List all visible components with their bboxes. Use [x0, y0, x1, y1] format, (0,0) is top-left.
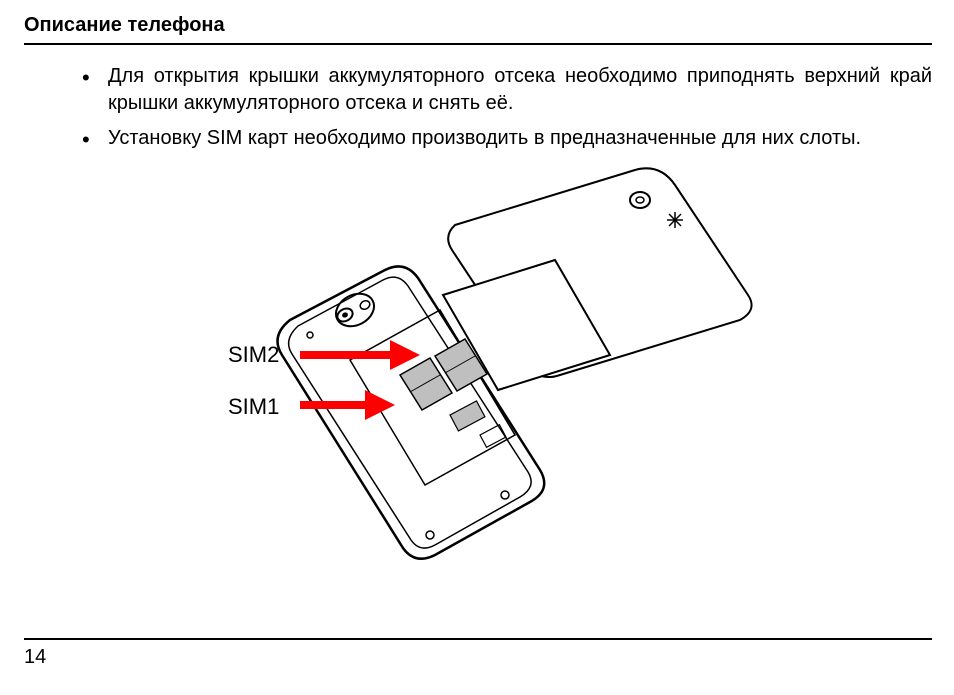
page-footer: 14 [24, 638, 932, 669]
page-number: 14 [24, 646, 932, 669]
label-sim1: SIM1 [228, 394, 279, 420]
section-title: Описание телефона [24, 14, 932, 43]
phone-diagram: SIM2 SIM1 [0, 160, 954, 580]
bullet-list: Для открытия крышки аккумуляторного отсе… [24, 63, 932, 152]
label-sim2: SIM2 [228, 342, 279, 368]
list-item: Для открытия крышки аккумуляторного отсе… [82, 63, 932, 117]
list-item: Установку SIM карт необходимо производит… [82, 125, 932, 152]
diagram-svg [0, 160, 954, 580]
title-rule [24, 43, 932, 45]
footer-rule [24, 638, 932, 640]
